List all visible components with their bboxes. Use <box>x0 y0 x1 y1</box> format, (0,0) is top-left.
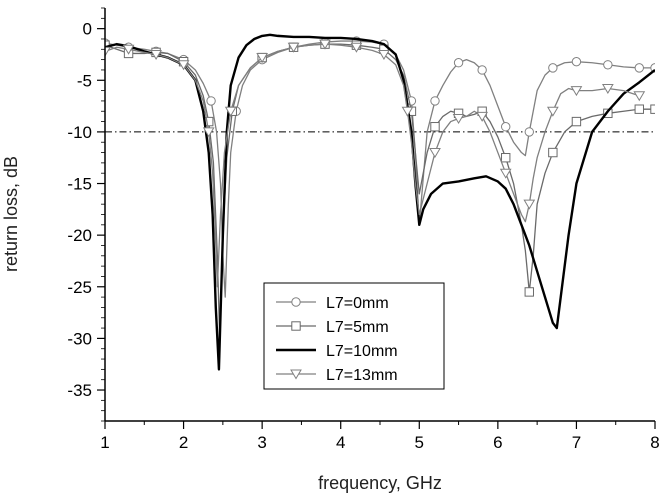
data-point-l7-5mm <box>634 104 644 114</box>
legend-marker <box>290 369 302 380</box>
x-tick-label: 3 <box>257 433 266 452</box>
data-point-l7-0mm <box>634 63 644 73</box>
x-tick-label: 1 <box>100 433 109 452</box>
y-tick-label: -25 <box>67 278 92 297</box>
y-tick-label: -30 <box>67 329 92 348</box>
data-point-l7-13mm <box>401 106 414 117</box>
data-point-l7-13mm <box>150 49 162 60</box>
data-point-l7-13mm <box>122 44 135 55</box>
data-point-l7-13mm <box>319 39 331 50</box>
data-point-l7-13mm <box>287 42 300 53</box>
data-point-l7-13mm <box>601 84 614 95</box>
data-point-l7-0mm <box>524 127 534 137</box>
legend-marker <box>291 321 301 331</box>
y-tick-label: 0 <box>83 20 92 39</box>
legend-label: L7=0mm <box>326 295 389 312</box>
data-point-l7-5mm <box>548 147 558 158</box>
y-tick-label: -5 <box>77 71 92 90</box>
data-point-l7-5mm <box>430 122 440 132</box>
series-l7-13mm <box>105 39 646 288</box>
legend-label: L7=13mm <box>326 367 398 384</box>
data-point-l7-0mm <box>453 58 464 68</box>
series-l7-10mm <box>105 33 655 371</box>
data-point-l7-5mm <box>603 108 613 119</box>
legend-item-l7-5mm: L7=5mm <box>276 319 389 336</box>
legend-item-l7-13mm: L7=13mm <box>276 367 398 384</box>
x-tick-label: 8 <box>650 433 659 452</box>
data-point-l7-5mm <box>501 153 511 163</box>
data-point-l7-5mm <box>524 287 534 297</box>
data-point-l7-0mm <box>603 60 613 70</box>
y-tick-label: -10 <box>67 123 92 142</box>
data-point-l7-5mm <box>571 116 582 127</box>
legend-item-l7-0mm: L7=0mm <box>276 295 389 312</box>
data-point-l7-0mm <box>501 122 511 132</box>
x-tick-label: 2 <box>179 433 188 452</box>
series-line-l7-5mm <box>105 43 655 340</box>
data-point-l7-13mm <box>499 168 512 179</box>
x-tick-label: 7 <box>572 433 581 452</box>
legend-label: L7=5mm <box>326 319 389 336</box>
y-axis-label: return loss, dB <box>1 156 21 272</box>
x-tick-label: 6 <box>493 433 502 452</box>
legend: L7=0mm L7=5mm L7=10mm L7=13mm <box>263 282 445 390</box>
data-point-l7-13mm <box>476 111 489 122</box>
legend-marker <box>291 297 301 307</box>
data-point-l7-13mm <box>224 106 237 117</box>
data-point-l7-13mm <box>546 106 559 117</box>
data-point-l7-13mm <box>523 199 536 210</box>
y-tick-label: -20 <box>67 226 92 245</box>
data-point-l7-13mm <box>378 49 390 60</box>
y-tick-label: -15 <box>67 175 92 194</box>
data-point-l7-13mm <box>177 60 190 71</box>
data-point-l7-13mm <box>105 46 111 57</box>
x-tick-label: 4 <box>336 433 345 452</box>
data-point-l7-0mm <box>430 96 440 106</box>
data-point-l7-13mm <box>202 127 215 138</box>
data-point-l7-0mm <box>206 96 216 106</box>
data-point-l7-13mm <box>633 91 646 102</box>
data-point-l7-5mm <box>650 104 655 114</box>
x-axis-label: frequency, GHz <box>318 473 442 493</box>
data-point-l7-13mm <box>452 113 465 124</box>
data-point-l7-13mm <box>350 42 363 53</box>
data-point-l7-0mm <box>477 65 487 75</box>
data-point-l7-13mm <box>256 53 269 64</box>
data-point-l7-0mm <box>571 56 582 67</box>
legend-label: L7=10mm <box>326 343 398 360</box>
data-point-l7-0mm <box>548 63 558 73</box>
data-point-l7-13mm <box>570 86 583 97</box>
y-tick-label: -35 <box>67 381 92 400</box>
data-point-l7-13mm <box>429 148 441 159</box>
series-line-l7-0mm <box>105 40 655 298</box>
series-line-l7-10mm <box>105 33 655 371</box>
x-tick-label: 5 <box>415 433 424 452</box>
legend-item-l7-10mm: L7=10mm <box>276 343 398 360</box>
